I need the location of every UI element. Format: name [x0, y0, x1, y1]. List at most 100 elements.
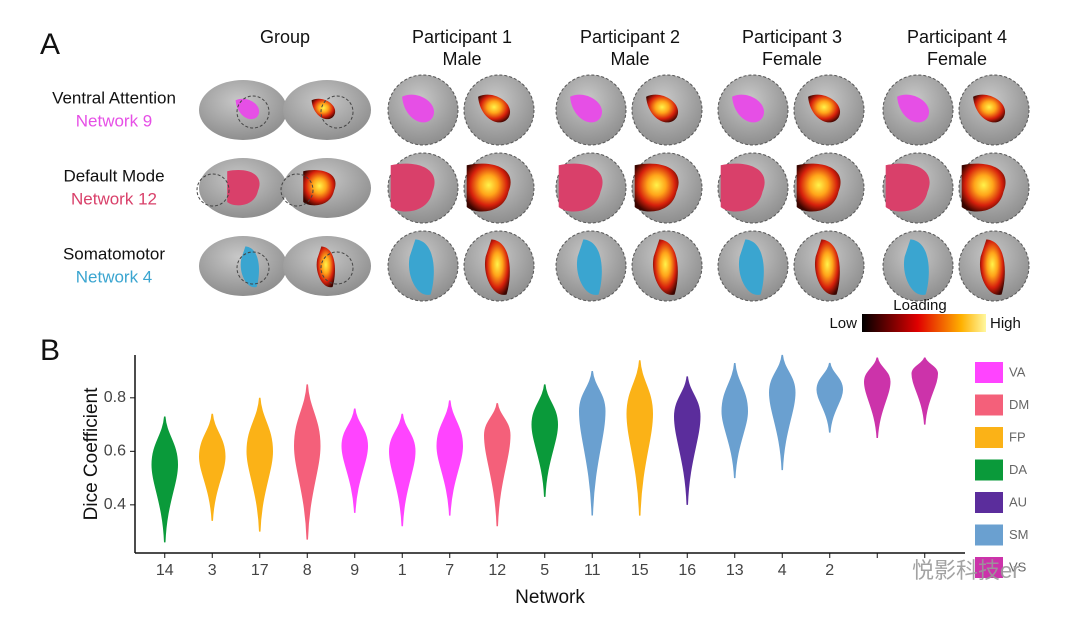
- legend-label: AU: [1009, 494, 1027, 509]
- x-tick-label: 15: [631, 562, 649, 579]
- network-map: [390, 163, 435, 212]
- legend-swatch: [975, 557, 1003, 578]
- zoom-region: [196, 173, 230, 207]
- row-name: Default Mode: [63, 166, 164, 185]
- column-subtitle: Male: [442, 49, 481, 69]
- panel-label: A: [40, 28, 60, 61]
- network-map: [814, 239, 840, 295]
- row-name: Ventral Attention: [52, 88, 176, 107]
- column-subtitle: Female: [762, 49, 822, 69]
- violin: [436, 400, 464, 516]
- network-map: [738, 239, 764, 295]
- x-tick-label: 11: [584, 562, 601, 579]
- violin: [198, 413, 226, 521]
- violin: [911, 357, 939, 425]
- panel-label: B: [40, 334, 60, 367]
- network-map: [732, 94, 765, 123]
- x-tick-label: 2: [825, 562, 834, 579]
- violin: [293, 384, 321, 540]
- x-tick-label: 3: [208, 562, 217, 579]
- colorbar: [862, 314, 986, 332]
- violin: [768, 354, 796, 471]
- violin: [531, 384, 559, 497]
- network-map: [973, 94, 1006, 123]
- violin: [483, 403, 511, 527]
- network-map: [316, 246, 335, 288]
- network-map: [478, 94, 511, 123]
- legend-swatch: [975, 524, 1003, 546]
- column-title: Participant 4: [907, 27, 1007, 47]
- zoom-region: [236, 251, 270, 285]
- x-tick-label: 7: [445, 562, 454, 579]
- x-tick-label: 17: [251, 562, 269, 579]
- network-map: [408, 239, 434, 295]
- x-tick-label: 8: [303, 562, 312, 579]
- network-map: [311, 98, 336, 120]
- watermark: 悦影科技er: [912, 558, 1020, 583]
- x-tick-label: 9: [350, 562, 359, 579]
- network-map: [646, 94, 679, 123]
- colorbar-low: Low: [829, 315, 857, 332]
- violin: [388, 413, 416, 527]
- column-title: Participant 1: [412, 27, 512, 47]
- network-map: [652, 239, 678, 295]
- network-map: [227, 170, 260, 206]
- network-map: [903, 239, 929, 295]
- network-map: [979, 239, 1005, 295]
- x-tick-label: 12: [488, 562, 506, 579]
- network-map: [576, 239, 602, 295]
- y-tick-label: 0.6: [104, 443, 126, 460]
- legend-swatch: [975, 492, 1003, 513]
- x-tick-label: 13: [726, 562, 744, 579]
- network-map: [720, 163, 765, 212]
- y-tick-label: 0.8: [104, 389, 126, 406]
- violin: [673, 376, 701, 505]
- network-map: [961, 163, 1006, 212]
- network-map: [402, 94, 435, 123]
- x-tick-label: 16: [678, 562, 696, 579]
- x-tick-label: 4: [778, 562, 787, 579]
- network-map: [235, 98, 260, 120]
- colorbar-title: Loading: [893, 297, 946, 314]
- network-map: [808, 94, 841, 123]
- violin: [626, 360, 654, 516]
- violin: [151, 416, 179, 543]
- violin: [816, 362, 844, 433]
- column-title: Participant 2: [580, 27, 680, 47]
- column-subtitle: Male: [610, 49, 649, 69]
- violin: [578, 370, 606, 516]
- violin: [863, 357, 891, 438]
- y-tick-label: 0.4: [104, 496, 126, 513]
- x-tick-label: 5: [540, 562, 549, 579]
- legend-label: FP: [1009, 429, 1026, 444]
- legend-swatch: [975, 459, 1003, 481]
- colorbar-high: High: [990, 315, 1021, 332]
- legend-label: DM: [1009, 397, 1029, 412]
- x-tick-label: 14: [156, 562, 174, 579]
- network-map: [558, 163, 603, 212]
- network-map: [885, 163, 930, 212]
- legend-swatch: [975, 362, 1003, 383]
- legend-label: VA: [1009, 364, 1026, 379]
- network-map: [240, 246, 259, 288]
- legend-label: VS: [1009, 559, 1027, 574]
- zoom-region: [320, 251, 354, 285]
- row-name: Somatomotor: [63, 244, 165, 263]
- violin: [341, 408, 369, 513]
- legend-label: SM: [1009, 527, 1029, 542]
- row-network: Network 12: [71, 189, 157, 208]
- y-axis-title: Dice Coefficient: [81, 387, 102, 520]
- violin: [246, 397, 274, 532]
- zoom-region: [280, 173, 314, 207]
- column-title: Group: [260, 27, 310, 47]
- x-axis-title: Network: [515, 587, 585, 608]
- legend-label: DA: [1009, 462, 1027, 477]
- network-map: [484, 239, 510, 295]
- network-map: [796, 163, 841, 212]
- zoom-region: [236, 95, 270, 129]
- row-network: Network 4: [76, 267, 153, 286]
- network-map: [634, 163, 679, 212]
